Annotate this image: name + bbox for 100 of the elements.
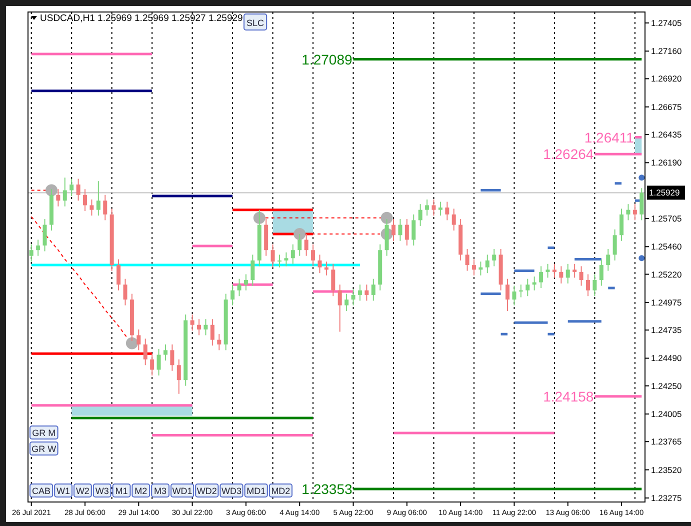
button: GR W — [30, 442, 58, 456]
annotation: CAB — [32, 486, 51, 496]
candlestick — [217, 334, 222, 351]
candlestick — [552, 263, 556, 278]
candlestick — [90, 198, 94, 216]
annotation: WD1 — [172, 486, 192, 496]
candlestick — [250, 254, 255, 286]
candlestick — [70, 178, 74, 197]
candlestick — [62, 177, 67, 207]
candlestick — [76, 178, 80, 202]
y-tick-label: 1.26920 — [651, 74, 682, 84]
candlestick — [197, 318, 202, 336]
candlestick — [210, 318, 214, 346]
series-label: 1.26264 — [543, 146, 594, 162]
candlestick — [29, 244, 34, 262]
candlestick — [404, 218, 409, 246]
candlestick — [452, 208, 456, 232]
series-label: 1.27089 — [302, 51, 352, 68]
annotation: GR M — [32, 428, 56, 438]
candlestick — [351, 288, 356, 306]
button: M1 — [112, 484, 131, 498]
point — [638, 174, 645, 181]
annotation: SLC — [246, 18, 265, 28]
candlestick — [566, 263, 570, 284]
candlestick — [559, 266, 564, 284]
candlestick — [599, 258, 604, 286]
candlestick — [136, 328, 141, 351]
button: CAB — [30, 484, 54, 498]
button: WD2 — [195, 484, 219, 498]
candlestick — [398, 218, 402, 242]
y-tick-label: 1.23275 — [651, 492, 682, 503]
series-label: 1.26411 — [584, 129, 634, 146]
y-tick-label: 1.23765 — [651, 436, 682, 447]
candlestick — [412, 214, 416, 246]
candlestick — [204, 318, 208, 336]
annotation: WD2 — [196, 486, 217, 496]
candlestick — [592, 274, 597, 297]
candlestick — [244, 274, 248, 291]
candlestick — [358, 284, 362, 302]
button: M2 — [132, 484, 150, 498]
candlestick — [298, 233, 302, 256]
candlestick — [318, 254, 322, 274]
button: MD2 — [268, 484, 292, 498]
candlestick — [103, 194, 108, 221]
candlestick — [338, 284, 342, 332]
point — [126, 337, 138, 350]
candlestick — [143, 338, 148, 366]
candlestick — [632, 204, 637, 221]
candlestick — [371, 278, 376, 302]
point — [294, 228, 306, 240]
button: MD1 — [244, 484, 268, 498]
candlestick — [170, 344, 174, 372]
candlestick — [150, 353, 154, 376]
chart-title: USDCAD,H1 1.25969 1.25969 1.25927 1.25929 — [40, 13, 243, 24]
candlestick — [290, 244, 295, 264]
candlestick — [237, 278, 242, 297]
button: W3 — [92, 484, 112, 498]
candlestick — [465, 248, 470, 272]
candlestick — [311, 244, 316, 267]
candlestick — [96, 180, 100, 216]
candlestick — [156, 348, 161, 376]
candlestick — [546, 263, 550, 278]
y-tick-label: 1.26435 — [651, 130, 682, 140]
candlestick — [230, 284, 235, 306]
y-tick-label: 1.25460 — [651, 242, 682, 252]
candlestick — [83, 188, 88, 212]
candlestick — [304, 233, 308, 256]
button: GR M — [30, 426, 58, 440]
point — [638, 255, 645, 262]
y-tick-label: 1.24975 — [651, 297, 682, 308]
annotation: MD1 — [246, 486, 266, 496]
candlestick — [586, 274, 590, 297]
candlestick — [445, 201, 450, 221]
candlestick — [626, 204, 630, 221]
candlestick — [485, 254, 490, 274]
candlestick — [190, 314, 194, 332]
candlestick — [42, 218, 47, 252]
annotation: W1 — [56, 486, 70, 496]
annotation: W2 — [76, 486, 90, 496]
annotation: MD2 — [271, 486, 290, 496]
y-tick-label: 1.25705 — [651, 213, 682, 224]
y-tick-label: 1.27405 — [651, 18, 682, 28]
annotation: M3 — [154, 486, 167, 496]
candlestick — [432, 198, 436, 216]
y-tick-label: 1.24250 — [651, 380, 682, 391]
candlestick — [123, 278, 128, 306]
candlestick — [620, 208, 624, 242]
candlestick — [36, 239, 40, 256]
candlestick — [512, 285, 516, 306]
candlestick — [392, 218, 396, 242]
candlestick — [472, 258, 476, 276]
candlestick — [56, 188, 60, 207]
candlestick — [418, 204, 422, 226]
y-tick-label: 1.26675 — [651, 102, 682, 112]
candlestick — [526, 278, 530, 297]
annotation: M1 — [115, 486, 128, 496]
annotation: W3 — [95, 486, 109, 496]
annotation: M2 — [134, 486, 148, 496]
candlestick — [492, 248, 496, 267]
y-tick-label: 1.27160 — [651, 46, 682, 56]
